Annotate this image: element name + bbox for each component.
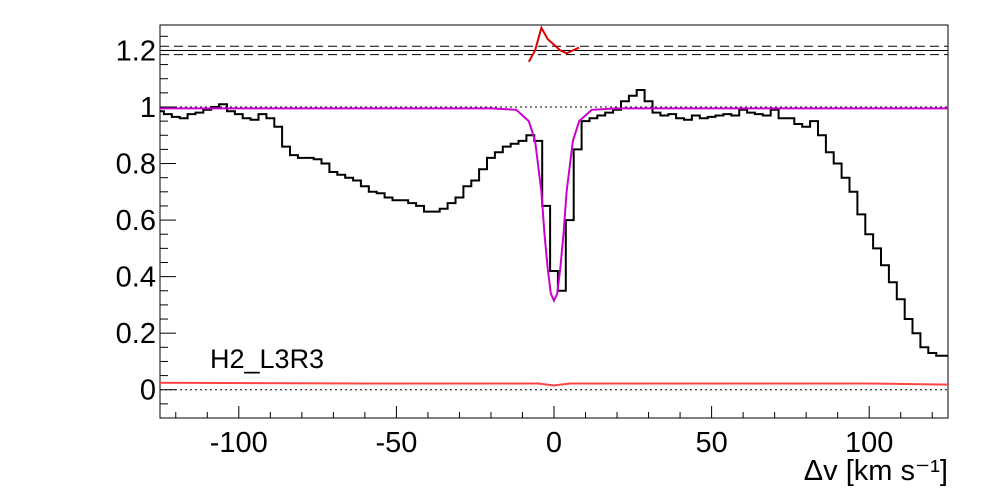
y-tick-label: 0.4 <box>116 262 156 294</box>
model-dashed-series <box>160 107 948 302</box>
x-tick-label: 100 <box>845 427 893 459</box>
x-tick-label: -100 <box>210 427 268 459</box>
x-axis: -100 -50 0 50 100 <box>175 406 933 459</box>
y-axis: 0 0.2 0.4 0.6 0.8 1 1.2 <box>116 35 176 419</box>
y-tick-label: 0.6 <box>116 205 156 237</box>
y-tick-label: 1 <box>140 92 156 124</box>
x-tick-label: 0 <box>546 427 562 459</box>
y-tick-label: 0 <box>140 375 156 407</box>
x-tick-label: 50 <box>695 427 727 459</box>
annotation-label: H2_L3R3 <box>210 344 324 374</box>
x-axis-title: Δv [km s⁻¹] <box>804 455 948 487</box>
spectrum-series <box>160 89 948 357</box>
y-tick-label: 0.2 <box>116 318 156 350</box>
y-tick-label: 1.2 <box>116 35 156 67</box>
x-tick-label: -50 <box>375 427 417 459</box>
y-tick-label: 0.8 <box>116 149 156 181</box>
series-layer <box>159 25 949 387</box>
residual-series <box>527 25 580 63</box>
error-series <box>159 381 949 387</box>
reference-lines <box>160 45 948 391</box>
